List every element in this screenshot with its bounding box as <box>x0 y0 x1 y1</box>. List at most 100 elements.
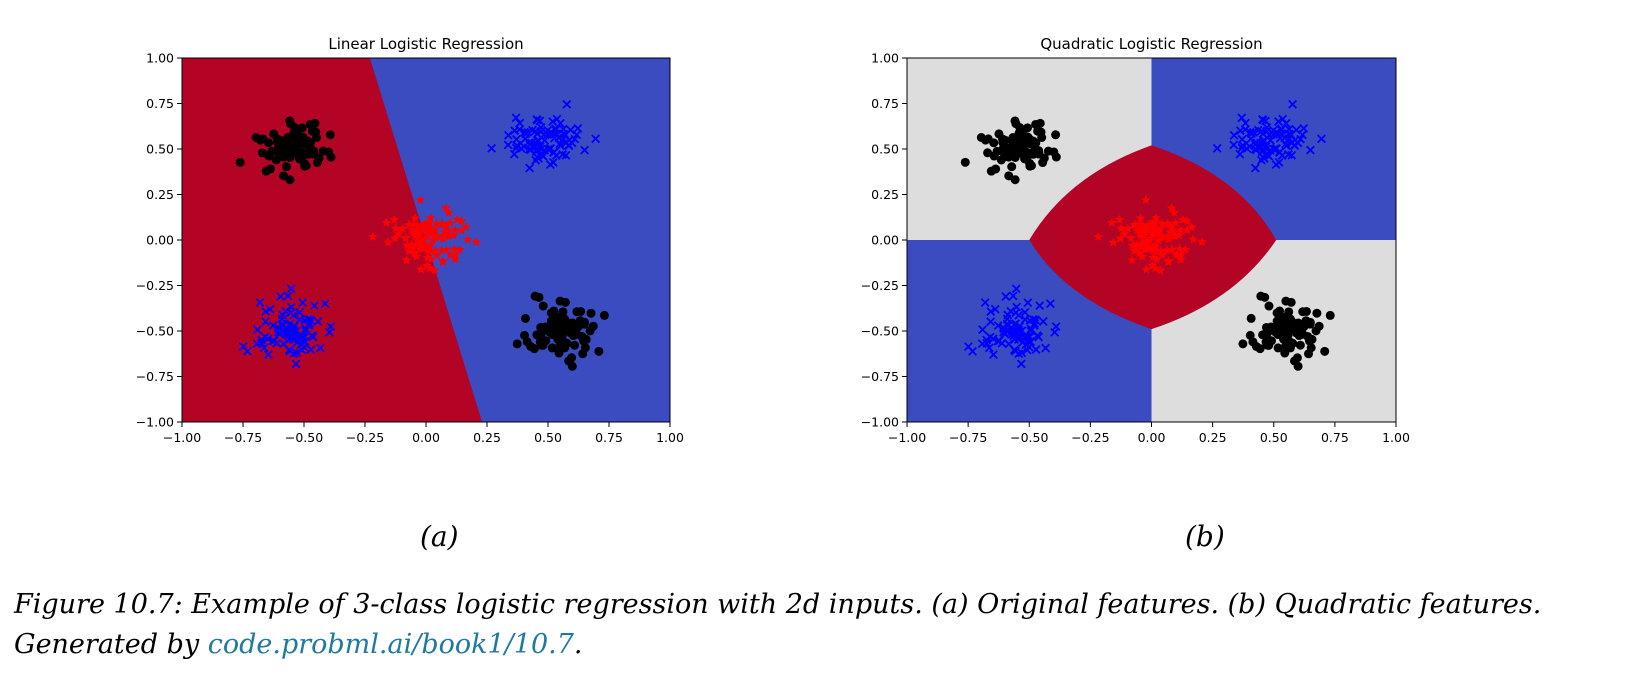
red-star-point <box>1116 223 1127 233</box>
data-points <box>960 99 1335 371</box>
figure-charts: Linear Logistic Regression −1.00 −0.75 −0.5… <box>136 35 1410 445</box>
black-point <box>1285 314 1295 324</box>
black-point <box>562 338 572 348</box>
red-star-point <box>450 254 460 264</box>
red-star-point <box>424 263 435 273</box>
red-star-point <box>429 227 439 237</box>
blue-x-point <box>1265 130 1274 140</box>
black-point <box>279 171 289 181</box>
black-point <box>547 343 557 353</box>
black-point <box>557 330 567 340</box>
red-star-point <box>1180 244 1191 254</box>
black-point <box>594 346 604 356</box>
red-star-point <box>407 239 417 249</box>
blue-x-point <box>548 117 558 126</box>
red-star-point <box>418 219 429 229</box>
blue-x-point <box>326 322 336 332</box>
black-point <box>1021 135 1031 145</box>
blue-x-point <box>291 359 301 369</box>
blue-x-point <box>1288 99 1298 109</box>
black-point <box>1270 322 1280 332</box>
blue-x-point <box>309 301 319 311</box>
blue-x-point <box>539 130 549 140</box>
black-point <box>1261 322 1271 332</box>
blue-x-point <box>980 298 990 307</box>
red-star-point <box>1141 195 1151 204</box>
black-point <box>1000 135 1010 145</box>
red-star-point <box>430 265 440 275</box>
red-star-point <box>1150 263 1160 273</box>
y-tick-label: −0.25 <box>136 278 174 293</box>
red-star-point <box>1148 245 1158 255</box>
black-point <box>568 331 578 341</box>
x-tick-label: 0.25 <box>473 430 501 445</box>
black-point <box>265 164 275 174</box>
blue-x-point <box>1271 144 1280 154</box>
blue-x-point <box>509 149 519 159</box>
blue-x-point <box>308 332 318 342</box>
blue-x-point <box>532 152 542 162</box>
black-point <box>532 330 542 340</box>
blue-x-point <box>1011 327 1021 336</box>
caption-link[interactable]: code.probml.ai/book1/10.7 <box>207 629 574 660</box>
black-point <box>1301 306 1311 316</box>
blue-x-point <box>990 304 1000 314</box>
y-tick-label: −0.50 <box>136 324 174 339</box>
blue-x-point <box>1258 114 1267 124</box>
blue-x-point <box>1274 117 1283 126</box>
blue-x-point <box>1262 123 1272 132</box>
blue-x-point <box>273 323 283 333</box>
blue-x-point <box>315 343 325 353</box>
y-tick-label: 0.00 <box>871 233 899 248</box>
blue-x-point <box>1250 163 1260 173</box>
red-star-point <box>1123 223 1133 233</box>
red-star-point <box>438 234 448 244</box>
red-star-point <box>1175 244 1185 254</box>
black-point <box>1301 316 1311 326</box>
blue-x-point <box>1245 142 1255 152</box>
blue-x-point <box>292 337 302 347</box>
blue-x-point <box>963 342 973 352</box>
black-point <box>976 132 986 142</box>
blue-x-point <box>529 141 539 151</box>
blue-x-point <box>532 114 542 124</box>
x-tick-label: −0.50 <box>285 430 323 445</box>
blue-x-point <box>261 307 271 316</box>
blue-x-point <box>278 310 287 320</box>
red-star-point <box>401 255 412 265</box>
x-tick-label: −0.50 <box>1010 430 1048 445</box>
blue-x-point <box>1010 346 1020 356</box>
red-star-point <box>1144 219 1154 229</box>
y-tick-label: 1.00 <box>146 51 174 66</box>
blue-x-point <box>536 123 546 132</box>
blue-x-point <box>573 123 583 133</box>
black-point <box>1014 128 1024 138</box>
black-point <box>1010 116 1020 126</box>
x-tick-label: −0.75 <box>224 430 262 445</box>
black-point <box>251 132 261 142</box>
blue-x-point <box>257 338 266 348</box>
blue-x-point <box>255 298 265 307</box>
red-star-point <box>1174 230 1184 240</box>
blue-x-point <box>1009 320 1019 330</box>
black-point <box>1013 137 1023 147</box>
red-star-point <box>1119 228 1129 238</box>
red-star-point <box>1162 245 1172 255</box>
blue-x-point <box>487 143 497 153</box>
red-star-point <box>1107 217 1117 227</box>
red-star-point <box>393 228 404 238</box>
black-point <box>1051 130 1061 140</box>
red-star-point <box>1129 219 1140 229</box>
black-point <box>579 336 589 346</box>
blue-x-point <box>511 113 521 123</box>
black-point <box>1256 291 1266 301</box>
blue-x-point <box>1258 152 1268 162</box>
blue-x-point <box>1240 125 1250 134</box>
black-point <box>296 135 306 145</box>
blue-x-point <box>503 130 513 140</box>
red-star-point <box>452 214 463 224</box>
blue-x-point <box>1011 284 1021 294</box>
blue-x-point <box>1018 337 1027 347</box>
blue-x-point <box>1235 149 1245 159</box>
blue-x-point <box>1031 345 1041 354</box>
